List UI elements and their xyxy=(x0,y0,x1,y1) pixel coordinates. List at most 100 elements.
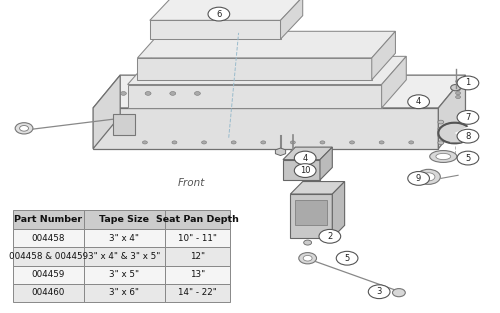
Circle shape xyxy=(350,141,354,144)
Circle shape xyxy=(450,85,460,91)
Polygon shape xyxy=(93,108,439,149)
Text: 004458 & 004459: 004458 & 004459 xyxy=(9,252,88,261)
Text: 5: 5 xyxy=(466,154,470,162)
Circle shape xyxy=(456,80,460,83)
Circle shape xyxy=(409,141,414,144)
Text: 13": 13" xyxy=(190,270,205,279)
Polygon shape xyxy=(283,160,320,180)
Text: 8: 8 xyxy=(466,132,470,141)
Circle shape xyxy=(231,141,236,144)
Circle shape xyxy=(336,251,358,265)
Circle shape xyxy=(408,172,430,185)
Circle shape xyxy=(294,164,316,177)
Text: 3: 3 xyxy=(376,287,382,296)
Polygon shape xyxy=(320,147,332,180)
Text: Part Number: Part Number xyxy=(14,215,82,224)
Circle shape xyxy=(457,151,479,165)
Circle shape xyxy=(408,95,430,109)
Text: 14" - 22": 14" - 22" xyxy=(178,288,216,297)
Polygon shape xyxy=(128,56,406,85)
Circle shape xyxy=(438,141,444,145)
Circle shape xyxy=(145,92,151,95)
Circle shape xyxy=(170,92,175,95)
Circle shape xyxy=(299,253,316,264)
FancyBboxPatch shape xyxy=(164,247,230,265)
Circle shape xyxy=(368,285,390,299)
Circle shape xyxy=(261,141,266,144)
Circle shape xyxy=(172,141,177,144)
Polygon shape xyxy=(150,0,302,20)
Polygon shape xyxy=(138,31,396,58)
FancyBboxPatch shape xyxy=(84,247,164,265)
Circle shape xyxy=(320,141,325,144)
FancyBboxPatch shape xyxy=(12,284,85,302)
Polygon shape xyxy=(283,147,333,160)
FancyBboxPatch shape xyxy=(164,265,230,284)
Polygon shape xyxy=(128,85,382,108)
FancyBboxPatch shape xyxy=(12,247,85,265)
Circle shape xyxy=(422,173,435,181)
Polygon shape xyxy=(290,194,333,238)
Polygon shape xyxy=(296,200,328,225)
Text: 3" x 5": 3" x 5" xyxy=(110,270,140,279)
Circle shape xyxy=(438,134,444,138)
Circle shape xyxy=(438,120,444,124)
FancyBboxPatch shape xyxy=(164,229,230,247)
Text: 3" x 6": 3" x 6" xyxy=(110,288,140,297)
Circle shape xyxy=(304,240,312,245)
Polygon shape xyxy=(438,75,466,149)
Circle shape xyxy=(416,169,440,184)
FancyBboxPatch shape xyxy=(84,265,164,284)
Circle shape xyxy=(142,141,148,144)
Text: 1: 1 xyxy=(466,79,470,87)
Text: 6: 6 xyxy=(216,10,222,18)
Circle shape xyxy=(379,141,384,144)
Circle shape xyxy=(20,126,28,131)
FancyBboxPatch shape xyxy=(12,210,85,229)
Text: 4: 4 xyxy=(302,154,308,162)
Polygon shape xyxy=(93,75,466,108)
Text: 3" x 4" & 3" x 5": 3" x 4" & 3" x 5" xyxy=(88,252,160,261)
Text: 004458: 004458 xyxy=(32,234,66,243)
Circle shape xyxy=(392,289,406,297)
Circle shape xyxy=(456,92,460,95)
Ellipse shape xyxy=(430,151,457,162)
Text: Front: Front xyxy=(178,178,206,188)
Text: 5: 5 xyxy=(344,254,350,263)
Circle shape xyxy=(438,123,471,143)
Circle shape xyxy=(456,95,460,99)
Polygon shape xyxy=(150,20,280,39)
Circle shape xyxy=(319,229,340,243)
Text: Seat Pan Depth: Seat Pan Depth xyxy=(156,215,238,224)
Circle shape xyxy=(194,92,200,95)
Polygon shape xyxy=(280,0,302,39)
Text: 2: 2 xyxy=(327,232,332,241)
Polygon shape xyxy=(332,182,344,238)
Polygon shape xyxy=(113,114,135,135)
Polygon shape xyxy=(454,124,479,142)
Text: 3" x 4": 3" x 4" xyxy=(110,234,140,243)
FancyBboxPatch shape xyxy=(84,284,164,302)
Text: 004460: 004460 xyxy=(32,288,65,297)
Circle shape xyxy=(457,129,479,143)
Text: Tape Size: Tape Size xyxy=(100,215,150,224)
Circle shape xyxy=(120,92,126,95)
Text: 9: 9 xyxy=(416,174,421,183)
FancyBboxPatch shape xyxy=(84,229,164,247)
Polygon shape xyxy=(372,31,396,80)
Circle shape xyxy=(457,76,479,90)
FancyBboxPatch shape xyxy=(164,210,230,229)
Circle shape xyxy=(290,141,296,144)
Circle shape xyxy=(456,88,460,91)
Ellipse shape xyxy=(436,153,450,160)
Polygon shape xyxy=(382,56,406,108)
Polygon shape xyxy=(93,75,120,149)
Circle shape xyxy=(294,151,316,165)
Text: 10" - 11": 10" - 11" xyxy=(178,234,216,243)
Circle shape xyxy=(15,123,33,134)
Circle shape xyxy=(457,110,479,124)
FancyBboxPatch shape xyxy=(12,265,85,284)
Text: 10: 10 xyxy=(300,166,310,175)
FancyBboxPatch shape xyxy=(164,284,230,302)
Circle shape xyxy=(438,127,444,131)
